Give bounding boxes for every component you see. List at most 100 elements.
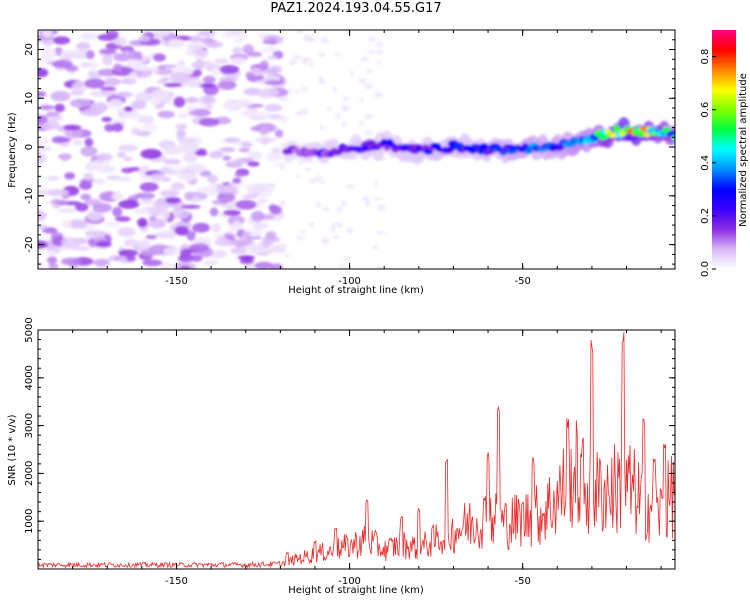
y-tick-label: -20 — [24, 236, 35, 252]
noise-blob — [178, 142, 200, 153]
noise-blob — [42, 30, 53, 38]
noise-blob — [283, 253, 292, 257]
noise-blob — [84, 78, 106, 89]
spectrogram-panel: -150 -100 -50 20 10 0 -10 -20 Height of straig… — [7, 29, 676, 296]
noise-blob — [364, 83, 373, 90]
noise-blob — [117, 144, 138, 152]
noise-blob — [337, 206, 342, 213]
noise-blob — [321, 237, 330, 245]
y-tick-label: 10 — [24, 92, 35, 105]
noise-blob — [264, 103, 283, 112]
noise-blob — [72, 246, 91, 251]
noise-blob — [335, 113, 341, 119]
noise-blob — [188, 110, 206, 116]
noise-blob — [308, 61, 315, 67]
noise-blob — [373, 180, 378, 187]
spectrogram-x-axis-label: Height of straight line (km) — [288, 285, 424, 296]
noise-blob — [211, 249, 228, 258]
noise-blob — [360, 56, 369, 62]
noise-blob — [149, 66, 160, 73]
noise-blob — [104, 77, 121, 86]
noise-blob — [96, 165, 116, 173]
snr-x-ticks: -150 -100 -50 — [37, 330, 662, 587]
noise-blob — [206, 174, 218, 184]
noise-blob — [319, 124, 325, 131]
noise-blob — [142, 123, 158, 134]
noise-blob — [335, 52, 341, 57]
noise-blob — [52, 59, 73, 69]
noise-blob — [59, 49, 81, 56]
noise-blob — [111, 122, 124, 132]
snr-y-axis-label: SNR (10 * v/v) — [7, 414, 18, 485]
noise-blob — [184, 191, 194, 201]
noise-blob — [314, 175, 322, 181]
noise-blob — [274, 83, 285, 90]
noise-blob — [258, 87, 280, 97]
noise-blob — [211, 67, 221, 77]
noise-blob — [50, 115, 63, 121]
noise-blob — [160, 261, 173, 269]
noise-blob — [168, 38, 186, 49]
track-core — [613, 125, 621, 133]
noise-blob — [241, 231, 251, 239]
noise-blob — [80, 109, 103, 117]
noise-blob — [365, 199, 370, 207]
noise-blob — [288, 59, 297, 66]
noise-blob — [300, 86, 309, 92]
noise-blob — [126, 254, 136, 262]
noise-blob — [69, 98, 91, 109]
noise-blob — [310, 178, 317, 184]
spectrogram-y-axis-label: Frequency (Hz) — [7, 112, 18, 188]
noise-blob — [298, 159, 304, 166]
noise-blob — [319, 52, 325, 58]
noise-blob — [46, 249, 57, 257]
noise-blob — [376, 230, 386, 235]
noise-blob — [104, 123, 115, 132]
snr-frame — [37, 329, 676, 570]
noise-blob — [259, 60, 269, 72]
noise-blob — [217, 192, 236, 203]
noise-blob — [64, 128, 83, 139]
figure-title: PAZ1.2024.193.04.55.G17 — [270, 1, 442, 16]
spectrogram-noise-layer — [38, 30, 387, 269]
noise-blob — [60, 153, 70, 162]
noise-blob — [326, 107, 332, 112]
noise-blob — [372, 245, 379, 250]
noise-blob — [150, 173, 166, 183]
noise-blob — [242, 44, 255, 55]
noise-blob — [150, 89, 172, 101]
noise-blob — [89, 60, 98, 71]
track-core — [618, 132, 627, 137]
y-tick-label: 2000 — [24, 461, 35, 486]
noise-blob — [367, 68, 373, 74]
noise-blob — [188, 35, 203, 43]
colorbar-gradient — [712, 30, 736, 269]
noise-blob — [41, 40, 55, 45]
noise-blob — [296, 30, 304, 35]
noise-blob — [185, 49, 194, 56]
noise-blob — [42, 227, 58, 234]
colorbar-label: Normalized spectral amplitude — [738, 73, 749, 227]
noise-blob — [202, 75, 216, 84]
noise-blob — [40, 47, 53, 53]
noise-blob — [73, 139, 83, 146]
noise-blob — [52, 36, 71, 45]
noise-blob — [218, 77, 239, 82]
noise-blob — [131, 100, 147, 110]
noise-blob — [123, 238, 139, 247]
noise-blob — [47, 189, 69, 197]
noise-blob — [173, 96, 186, 108]
noise-blob — [92, 102, 109, 113]
noise-blob — [251, 69, 265, 76]
noise-blob — [49, 199, 69, 204]
noise-blob — [224, 137, 241, 143]
noise-blob — [117, 151, 126, 158]
track-core — [666, 130, 675, 137]
noise-blob — [180, 204, 201, 209]
noise-blob — [252, 111, 272, 119]
noise-blob — [209, 150, 223, 159]
noise-blob — [75, 202, 89, 212]
noise-blob — [38, 210, 47, 222]
noise-blob — [358, 121, 365, 125]
noise-blob — [50, 91, 71, 102]
